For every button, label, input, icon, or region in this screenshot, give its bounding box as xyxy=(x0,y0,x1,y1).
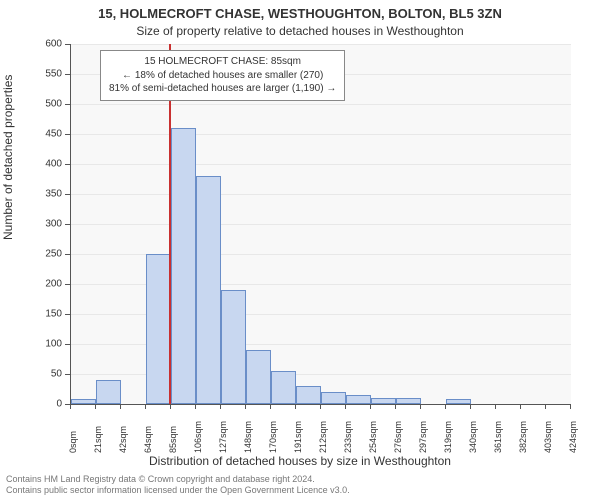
footnote: Contains HM Land Registry data © Crown c… xyxy=(6,474,350,496)
page-subtitle: Size of property relative to detached ho… xyxy=(0,24,600,38)
bar xyxy=(371,398,396,404)
ytick-label: 450 xyxy=(34,129,62,140)
page-title: 15, HOLMECROFT CHASE, WESTHOUGHTON, BOLT… xyxy=(0,6,600,21)
xtick-label: 319sqm xyxy=(443,421,453,453)
xtick-mark xyxy=(445,404,446,409)
x-axis-label: Distribution of detached houses by size … xyxy=(0,454,600,468)
footnote-line-1: Contains HM Land Registry data © Crown c… xyxy=(6,474,315,484)
ytick-mark xyxy=(65,344,70,345)
xtick-label: 21sqm xyxy=(93,426,103,453)
xtick-mark xyxy=(220,404,221,409)
xtick-label: 340sqm xyxy=(468,421,478,453)
xtick-label: 42sqm xyxy=(118,426,128,453)
xtick-mark xyxy=(270,404,271,409)
xtick-label: 212sqm xyxy=(318,421,328,453)
grid-line xyxy=(71,104,571,105)
xtick-label: 276sqm xyxy=(393,421,403,453)
ytick-mark xyxy=(65,74,70,75)
xtick-mark xyxy=(470,404,471,409)
ytick-mark xyxy=(65,164,70,165)
xtick-label: 233sqm xyxy=(343,421,353,453)
ytick-mark xyxy=(65,194,70,195)
ytick-label: 100 xyxy=(34,339,62,350)
grid-line xyxy=(71,224,571,225)
ytick-label: 150 xyxy=(34,309,62,320)
xtick-mark xyxy=(395,404,396,409)
xtick-mark xyxy=(570,404,571,409)
info-box: 15 HOLMECROFT CHASE: 85sqm← 18% of detac… xyxy=(100,50,345,101)
ytick-label: 600 xyxy=(34,39,62,50)
bar xyxy=(221,290,246,404)
ytick-mark xyxy=(65,374,70,375)
xtick-label: 64sqm xyxy=(143,426,153,453)
xtick-mark xyxy=(95,404,96,409)
ytick-label: 400 xyxy=(34,159,62,170)
xtick-mark xyxy=(320,404,321,409)
ytick-label: 50 xyxy=(34,369,62,380)
bar xyxy=(146,254,171,404)
bar xyxy=(196,176,221,404)
xtick-label: 191sqm xyxy=(293,421,303,453)
xtick-mark xyxy=(70,404,71,409)
xtick-label: 403sqm xyxy=(543,421,553,453)
ytick-mark xyxy=(65,134,70,135)
y-axis-label: Number of detached properties xyxy=(1,75,15,240)
ytick-label: 200 xyxy=(34,279,62,290)
xtick-mark xyxy=(170,404,171,409)
bar xyxy=(71,399,96,404)
ytick-mark xyxy=(65,284,70,285)
ytick-mark xyxy=(65,314,70,315)
xtick-label: 254sqm xyxy=(368,421,378,453)
ytick-label: 500 xyxy=(34,99,62,110)
bar xyxy=(246,350,271,404)
grid-line xyxy=(71,44,571,45)
xtick-label: 297sqm xyxy=(418,421,428,453)
xtick-label: 106sqm xyxy=(193,421,203,453)
xtick-mark xyxy=(195,404,196,409)
chart-container: 15, HOLMECROFT CHASE, WESTHOUGHTON, BOLT… xyxy=(0,0,600,500)
ytick-label: 0 xyxy=(34,399,62,410)
xtick-mark xyxy=(420,404,421,409)
xtick-mark xyxy=(145,404,146,409)
ytick-label: 350 xyxy=(34,189,62,200)
ytick-label: 300 xyxy=(34,219,62,230)
xtick-mark xyxy=(545,404,546,409)
bar xyxy=(96,380,121,404)
xtick-label: 424sqm xyxy=(568,421,578,453)
ytick-mark xyxy=(65,104,70,105)
grid-line xyxy=(71,164,571,165)
footnote-line-2: Contains public sector information licen… xyxy=(6,485,350,495)
xtick-mark xyxy=(495,404,496,409)
bar xyxy=(396,398,421,404)
xtick-label: 85sqm xyxy=(168,426,178,453)
xtick-label: 148sqm xyxy=(243,421,253,453)
xtick-label: 382sqm xyxy=(518,421,528,453)
ytick-mark xyxy=(65,254,70,255)
grid-line xyxy=(71,134,571,135)
xtick-label: 361sqm xyxy=(493,421,503,453)
bar xyxy=(171,128,196,404)
xtick-mark xyxy=(520,404,521,409)
grid-line xyxy=(71,194,571,195)
bar xyxy=(271,371,296,404)
xtick-mark xyxy=(120,404,121,409)
xtick-mark xyxy=(345,404,346,409)
info-line-3: 81% of semi-detached houses are larger (… xyxy=(109,82,336,96)
xtick-mark xyxy=(295,404,296,409)
xtick-mark xyxy=(245,404,246,409)
xtick-label: 0sqm xyxy=(68,431,78,453)
ytick-label: 250 xyxy=(34,249,62,260)
xtick-label: 170sqm xyxy=(268,421,278,453)
bar xyxy=(296,386,321,404)
ytick-mark xyxy=(65,224,70,225)
info-line-2: ← 18% of detached houses are smaller (27… xyxy=(109,69,336,83)
info-line-1: 15 HOLMECROFT CHASE: 85sqm xyxy=(109,55,336,69)
bar xyxy=(446,399,471,404)
bar xyxy=(321,392,346,404)
xtick-label: 127sqm xyxy=(218,421,228,453)
ytick-label: 550 xyxy=(34,69,62,80)
ytick-mark xyxy=(65,44,70,45)
bar xyxy=(346,395,371,404)
xtick-mark xyxy=(370,404,371,409)
